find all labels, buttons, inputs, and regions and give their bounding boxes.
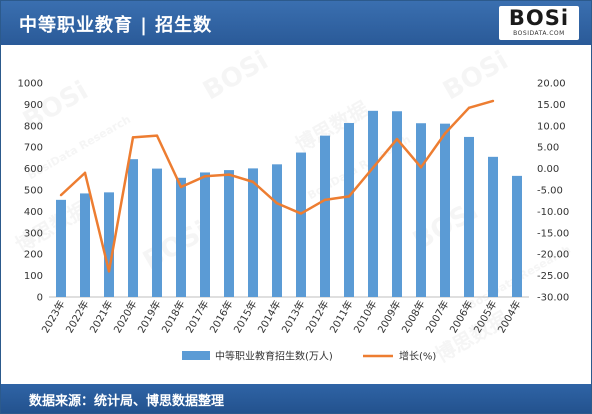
header-bar: 中等职业教育 | 招生数 BOSi BOSIDATA.COM: [1, 1, 591, 45]
x-tick-label: 2021年: [87, 298, 116, 335]
y-left-tick-label: 0: [37, 293, 43, 304]
x-tick-label: 2022年: [63, 298, 92, 335]
x-tick-label: 2010年: [351, 298, 380, 335]
growth-point: [275, 202, 279, 205]
bar: [512, 175, 522, 297]
y-right-tick-label: -25.00: [537, 271, 569, 282]
x-tick-label: 2014年: [255, 298, 284, 335]
growth-point: [227, 173, 231, 176]
growth-point: [155, 134, 159, 137]
chart-title: 中等职业教育 | 招生数: [19, 15, 213, 36]
x-tick-label: 2018年: [159, 298, 188, 335]
bar: [200, 172, 210, 297]
data-source: 数据来源：统计局、博思数据整理: [29, 394, 225, 409]
bar: [56, 199, 66, 297]
bar: [320, 135, 330, 297]
bar: [128, 159, 138, 297]
growth-point: [467, 106, 471, 110]
logo-text: BOSi: [508, 6, 570, 30]
brand-logo: BOSi BOSIDATA.COM: [499, 6, 579, 40]
y-right-tick-label: -30.00: [537, 293, 569, 304]
x-tick-label: 2020年: [111, 298, 140, 335]
y-left-tick-label: 700: [24, 143, 43, 154]
x-tick-label: 2023年: [39, 298, 68, 335]
x-tick-label: 2011年: [327, 298, 356, 335]
bar: [176, 177, 186, 297]
bar: [416, 123, 426, 298]
y-right-tick-label: -5.00: [537, 186, 563, 197]
y-right-tick-label: 10.00: [537, 121, 566, 132]
x-tick-label: 2012年: [303, 298, 332, 335]
growth-point: [347, 195, 351, 198]
x-tick-label: 2006年: [447, 298, 476, 335]
enrollment-chart: 0 100 200 300 400 500 600 700 800 900 1000 -30.00 -2…: [18, 79, 570, 363]
growth-point: [371, 166, 375, 169]
y-left-tick-label: 500: [24, 186, 43, 197]
growth-point: [323, 198, 327, 202]
growth-point: [299, 212, 303, 215]
growth-point: [251, 180, 255, 184]
growth-point: [203, 175, 207, 178]
bar: [152, 168, 162, 297]
y-left-tick-label: 400: [24, 207, 43, 218]
bar: [248, 168, 258, 297]
y-left-tick-label: 600: [24, 164, 43, 175]
x-tick-label: 2007年: [423, 298, 452, 335]
bar: [80, 193, 90, 297]
y-right-tick-label: 5.00: [537, 143, 559, 154]
y-left-tick-label: 900: [24, 100, 43, 111]
y-right-tick-label: -10.00: [537, 207, 569, 218]
y-right-tick-label: 15.00: [537, 100, 566, 111]
growth-point: [419, 166, 423, 169]
bar: [296, 152, 306, 297]
bar: [392, 111, 402, 297]
x-tick-label: 2015年: [231, 298, 260, 335]
growth-point: [179, 185, 183, 189]
y-left-tick-label: 300: [24, 228, 43, 239]
growth-point: [107, 270, 111, 273]
y-right-tick-label: 20.00: [537, 79, 566, 90]
x-tick-label: 2016年: [207, 298, 236, 335]
bar: [440, 123, 450, 297]
bar: [368, 110, 378, 297]
x-tick-label: 2009年: [375, 298, 404, 335]
legend-label-bars: 中等职业教育招生数(万人): [215, 350, 333, 363]
growth-point: [395, 137, 399, 141]
growth-point: [59, 193, 63, 197]
y-left-tick-label: 1000: [18, 79, 43, 90]
y-left-tick-label: 800: [24, 121, 43, 132]
y-right-tick-label: 0.00: [537, 164, 559, 175]
bar: [224, 170, 234, 297]
legend-label-line: 增长(%): [399, 350, 436, 363]
y-left-tick-label: 200: [24, 250, 43, 261]
x-tick-label: 2019年: [135, 298, 164, 335]
bar: [344, 123, 354, 297]
legend-swatch-bars: [182, 351, 210, 360]
bar: [104, 192, 114, 297]
growth-point: [491, 99, 495, 103]
bar: [488, 156, 498, 297]
growth-point: [131, 136, 135, 139]
y-left-tick-label: 100: [24, 271, 43, 282]
x-tick-label: 2008年: [399, 298, 428, 335]
x-tick-label: 2004年: [495, 298, 524, 335]
bar: [464, 136, 474, 297]
logo-subtext: BOSIDATA.COM: [513, 30, 565, 37]
growth-point: [83, 171, 87, 175]
bar: [272, 164, 282, 297]
x-tick-label: 2005年: [471, 298, 500, 335]
growth-point: [443, 132, 447, 135]
x-tick-label: 2013年: [279, 298, 308, 335]
y-right-tick-label: -20.00: [537, 250, 569, 261]
x-tick-label: 2017年: [183, 298, 212, 335]
y-right-tick-label: -15.00: [537, 228, 569, 239]
footer-bar: 数据来源：统计局、博思数据整理: [1, 384, 591, 413]
